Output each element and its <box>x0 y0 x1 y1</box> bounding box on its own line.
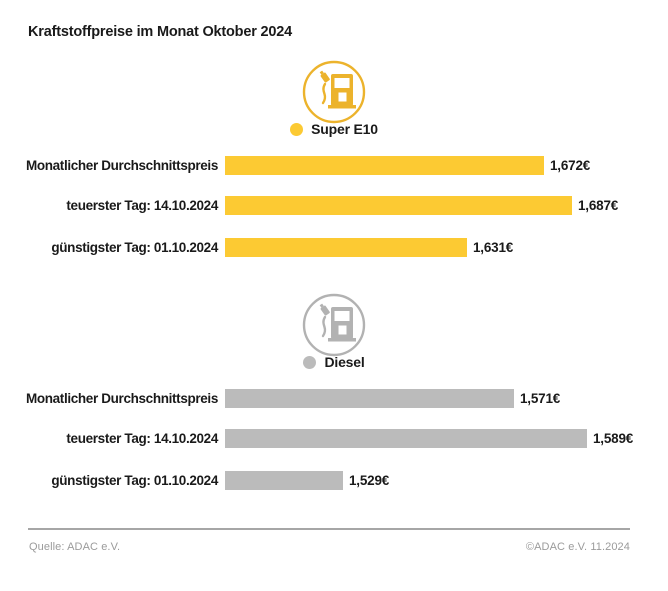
legend-dot-diesel <box>303 355 317 369</box>
legend-super-e10: Super E10 <box>0 121 668 137</box>
bar-super-min <box>225 237 467 257</box>
bar-diesel-min <box>225 470 343 490</box>
footer-divider <box>28 528 630 530</box>
value-label: 1,631€ <box>473 239 514 255</box>
bar-row-diesel-max: teuerster Tag: 14.10.2024 1,589€ <box>0 428 668 448</box>
bar-row-diesel-average: Monatlicher Durchschnittspreis 1,571€ <box>0 388 668 408</box>
legend-diesel: Diesel <box>0 354 668 370</box>
legend-dot-super <box>290 122 304 136</box>
bar-row-super-average: Monatlicher Durchschnittspreis 1,672€ <box>0 155 668 175</box>
legend-label-super: Super E10 <box>311 121 378 137</box>
value-label: 1,529€ <box>349 472 390 488</box>
page-title: Kraftstoffpreise im Monat Oktober 2024 <box>28 24 292 40</box>
bar-super-max <box>225 195 572 215</box>
category-label: Monatlicher Durchschnittspreis <box>25 157 218 173</box>
fuel-pump-icon-super <box>302 60 366 124</box>
fuel-pump-icon <box>300 58 368 126</box>
bar-diesel-average <box>225 388 514 408</box>
fuel-pump-icon-diesel <box>302 293 366 357</box>
bar-row-super-max: teuerster Tag: 14.10.2024 1,687€ <box>0 195 668 215</box>
bar-diesel-max <box>225 428 587 448</box>
bar-super-average <box>225 155 544 175</box>
value-label: 1,571€ <box>520 390 561 406</box>
category-label: Monatlicher Durchschnittspreis <box>25 390 218 406</box>
category-label: teuerster Tag: 14.10.2024 <box>66 197 218 213</box>
category-label: günstigster Tag: 01.10.2024 <box>51 239 218 255</box>
footer-source: Quelle: ADAC e.V. <box>29 541 121 553</box>
category-label: teuerster Tag: 14.10.2024 <box>66 430 218 446</box>
footer-copyright: ©ADAC e.V. 11.2024 <box>525 541 630 553</box>
value-label: 1,687€ <box>578 197 619 213</box>
legend-label-diesel: Diesel <box>324 354 365 370</box>
fuel-pump-icon <box>300 291 368 359</box>
bar-row-super-min: günstigster Tag: 01.10.2024 1,631€ <box>0 237 668 257</box>
category-label: günstigster Tag: 01.10.2024 <box>51 472 218 488</box>
value-label: 1,672€ <box>550 157 591 173</box>
value-label: 1,589€ <box>593 430 634 446</box>
bar-row-diesel-min: günstigster Tag: 01.10.2024 1,529€ <box>0 470 668 490</box>
